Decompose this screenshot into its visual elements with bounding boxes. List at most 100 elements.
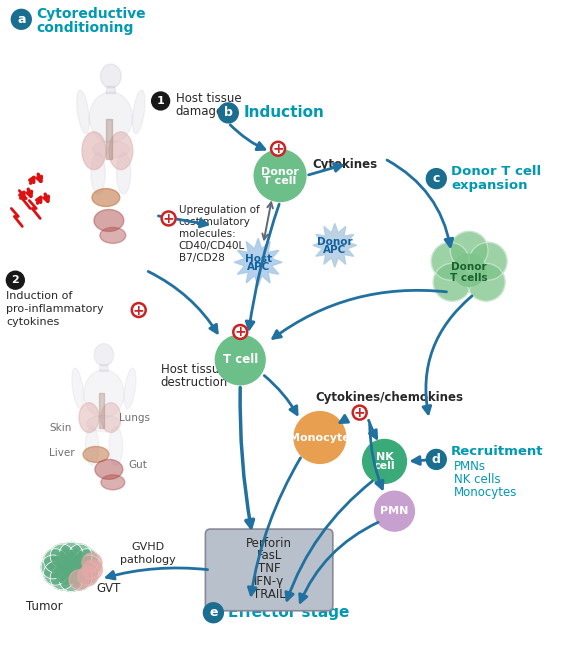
Circle shape [69, 570, 89, 590]
Text: Cytokines: Cytokines [312, 158, 377, 171]
Text: Host tissue: Host tissue [161, 363, 226, 377]
Circle shape [55, 562, 78, 584]
Text: pathology: pathology [120, 555, 175, 565]
Text: GVHD: GVHD [131, 542, 164, 552]
Text: Monocyte: Monocyte [290, 433, 350, 443]
Ellipse shape [79, 402, 99, 433]
Text: +: + [272, 142, 284, 156]
Circle shape [65, 550, 86, 572]
Text: PMNs: PMNs [454, 460, 486, 473]
Circle shape [203, 603, 223, 623]
Circle shape [363, 439, 406, 483]
Circle shape [82, 553, 102, 573]
Circle shape [426, 450, 446, 470]
Circle shape [59, 543, 83, 567]
Circle shape [59, 568, 83, 592]
Ellipse shape [132, 90, 145, 134]
Circle shape [433, 264, 471, 301]
Text: 1: 1 [157, 96, 164, 106]
Text: T cells: T cells [450, 273, 488, 283]
Text: TNF: TNF [258, 563, 280, 576]
Text: costimulatory: costimulatory [178, 218, 251, 227]
Circle shape [233, 325, 247, 339]
Text: a: a [17, 13, 26, 26]
Circle shape [78, 566, 98, 586]
Circle shape [152, 92, 170, 110]
Circle shape [467, 264, 505, 301]
Ellipse shape [100, 227, 126, 244]
Circle shape [431, 242, 469, 280]
Ellipse shape [92, 189, 120, 207]
Text: destruction: destruction [161, 376, 228, 390]
Circle shape [50, 544, 74, 568]
Text: pro-inflammatory: pro-inflammatory [6, 304, 104, 314]
Text: T cell: T cell [223, 353, 258, 366]
Text: molecules:: molecules: [178, 229, 236, 240]
Circle shape [254, 150, 306, 202]
Ellipse shape [93, 141, 129, 158]
Text: +: + [354, 406, 366, 420]
Circle shape [77, 555, 101, 579]
Circle shape [132, 303, 146, 317]
Text: Induction: Induction [243, 105, 324, 120]
Text: Cytokines/chemokines: Cytokines/chemokines [315, 391, 463, 404]
Text: +: + [234, 326, 246, 339]
Text: TRAIL: TRAIL [253, 589, 286, 601]
Ellipse shape [72, 368, 84, 409]
Circle shape [68, 544, 92, 568]
Text: +: + [133, 304, 145, 318]
Circle shape [65, 562, 86, 584]
Text: Perforin: Perforin [246, 537, 292, 550]
Ellipse shape [87, 415, 121, 432]
Circle shape [68, 566, 92, 590]
Circle shape [469, 242, 507, 280]
Ellipse shape [109, 426, 122, 465]
Circle shape [161, 211, 175, 225]
Text: T cell: T cell [264, 176, 297, 185]
Ellipse shape [101, 475, 125, 490]
Circle shape [294, 412, 346, 463]
Text: NK cells: NK cells [454, 473, 501, 486]
Text: APC: APC [247, 262, 270, 272]
Ellipse shape [85, 426, 99, 465]
Ellipse shape [100, 64, 121, 88]
Text: Cytoreductive: Cytoreductive [36, 7, 146, 21]
Text: APC: APC [323, 245, 346, 255]
Text: Host: Host [245, 255, 272, 264]
Text: Host tissue: Host tissue [175, 92, 241, 105]
Ellipse shape [124, 368, 136, 409]
Text: IFN-γ: IFN-γ [254, 576, 285, 589]
Circle shape [50, 566, 74, 590]
Circle shape [41, 555, 65, 579]
Text: cytokines: cytokines [6, 317, 59, 327]
Ellipse shape [89, 92, 132, 143]
Ellipse shape [95, 459, 123, 479]
Text: PMN: PMN [380, 506, 409, 516]
Polygon shape [313, 224, 357, 267]
Circle shape [453, 254, 485, 286]
Bar [99, 393, 104, 428]
Circle shape [55, 550, 78, 572]
Ellipse shape [82, 132, 106, 170]
Ellipse shape [94, 209, 124, 231]
Text: Monocytes: Monocytes [454, 486, 518, 499]
Circle shape [215, 335, 265, 385]
Polygon shape [234, 238, 282, 286]
Text: GVT: GVT [96, 582, 120, 596]
Circle shape [44, 548, 68, 572]
Text: CD40/CD40L: CD40/CD40L [178, 242, 245, 251]
Text: e: e [209, 606, 217, 620]
Text: NK: NK [375, 452, 394, 463]
Circle shape [44, 561, 68, 585]
Text: Donor: Donor [451, 262, 487, 272]
Text: FasL: FasL [257, 550, 282, 563]
Text: Donor: Donor [261, 167, 299, 176]
Text: Skin: Skin [49, 422, 72, 433]
Bar [106, 119, 112, 159]
Ellipse shape [101, 402, 121, 433]
Ellipse shape [91, 152, 106, 194]
Text: Lungs: Lungs [119, 413, 150, 422]
Text: cell: cell [374, 461, 395, 472]
Text: c: c [433, 172, 440, 185]
Text: B7/CD28: B7/CD28 [178, 253, 224, 264]
